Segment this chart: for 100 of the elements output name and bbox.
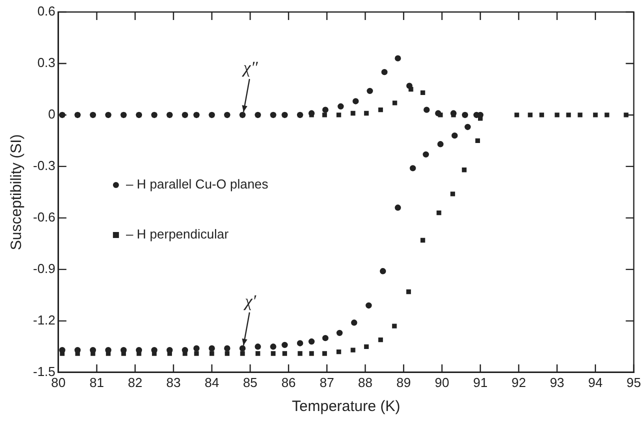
legend-label: – H parallel Cu-O planes: [126, 176, 269, 192]
y-axis-title: Susceptibility (SI): [8, 134, 26, 250]
point: [464, 124, 471, 130]
y-tick-label: -0.9: [32, 261, 56, 276]
annotation: χ″: [241, 58, 259, 77]
legend-label: – H perpendicular: [126, 226, 230, 242]
point: [298, 351, 302, 356]
point: [424, 106, 430, 113]
x-tick-label: 90: [434, 374, 450, 390]
point: [378, 337, 383, 342]
point: [528, 112, 533, 118]
x-tick-label: 89: [396, 374, 411, 390]
y-tick-label: -1.2: [32, 312, 56, 328]
point: [322, 351, 327, 356]
point: [208, 345, 215, 352]
point: [422, 151, 429, 158]
point: [604, 112, 610, 118]
point: [392, 100, 398, 106]
point: [224, 345, 230, 352]
x-tick-label: 88: [358, 374, 372, 390]
x-tick-label: 94: [588, 374, 603, 390]
point: [352, 98, 359, 104]
point: [256, 351, 260, 356]
x-tick-label: 86: [281, 374, 296, 390]
point: [59, 346, 66, 354]
point: [336, 330, 343, 336]
point: [151, 346, 158, 354]
point: [366, 88, 373, 94]
point: [410, 165, 416, 172]
point: [381, 68, 388, 76]
point: [394, 204, 401, 211]
point: [593, 112, 598, 118]
x-tick-label: 95: [626, 374, 642, 390]
point: [554, 112, 560, 118]
point: [350, 110, 356, 116]
x-tick-label: 82: [128, 374, 142, 390]
point: [364, 344, 369, 349]
point: [380, 268, 386, 274]
point: [452, 132, 458, 139]
point: [309, 351, 314, 356]
point: [435, 110, 442, 116]
point: [450, 192, 456, 196]
point: [394, 55, 401, 62]
point: [90, 346, 96, 354]
point: [166, 346, 173, 354]
point: [578, 112, 582, 118]
point: [436, 210, 442, 216]
point: [514, 112, 520, 118]
x-axis-title: Temperature (K): [292, 398, 400, 416]
point: [193, 345, 200, 352]
x-tick-label: 85: [242, 374, 258, 390]
point: [364, 110, 369, 116]
x-tick-label: 93: [550, 374, 564, 390]
point: [322, 106, 328, 113]
point: [282, 342, 288, 348]
annotation: χ′: [242, 291, 256, 310]
x-tick-label: 87: [320, 374, 334, 390]
point: [378, 107, 383, 112]
point: [450, 110, 457, 116]
point: [624, 112, 628, 118]
point: [566, 112, 571, 118]
point: [282, 351, 288, 356]
point: [194, 351, 199, 356]
point: [437, 141, 444, 148]
point: [105, 346, 112, 354]
point: [406, 289, 411, 294]
point: [336, 112, 342, 118]
y-tick-label: 0.6: [37, 4, 56, 19]
point: [351, 320, 358, 326]
point: [420, 90, 426, 95]
x-tick-label: 83: [166, 374, 181, 390]
x-tick-label: 84: [204, 374, 220, 390]
y-tick-label: 0: [48, 106, 56, 122]
point: [392, 324, 397, 328]
y-tick-label: 0.3: [37, 55, 56, 70]
point: [322, 112, 327, 118]
point: [406, 82, 412, 89]
point: [296, 340, 304, 346]
point: [308, 338, 315, 345]
point: [539, 112, 544, 118]
x-tick-label: 81: [90, 374, 104, 390]
point: [475, 138, 480, 144]
point: [120, 346, 127, 354]
point: [136, 346, 142, 354]
point: [462, 168, 467, 172]
point: [240, 351, 245, 356]
y-tick-label: -1.5: [32, 364, 56, 379]
x-tick-label: 91: [473, 374, 488, 390]
y-tick-label: -0.6: [32, 210, 56, 225]
x-tick-label: 92: [511, 374, 526, 390]
point: [336, 349, 342, 354]
point: [182, 346, 188, 354]
point: [270, 351, 276, 356]
point: [270, 344, 276, 350]
point: [224, 351, 230, 356]
point: [239, 345, 246, 352]
point: [350, 348, 356, 352]
point: [322, 334, 328, 342]
y-tick-label: -0.3: [32, 158, 56, 174]
point: [209, 351, 214, 356]
